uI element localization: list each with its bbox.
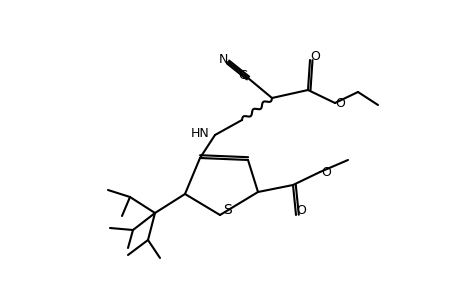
Text: O: O — [309, 50, 319, 62]
Text: C: C — [238, 68, 247, 82]
Text: O: O — [320, 166, 330, 178]
Text: N: N — [218, 52, 227, 65]
Text: O: O — [334, 97, 344, 110]
Text: S: S — [223, 203, 232, 217]
Text: HN: HN — [190, 127, 209, 140]
Text: O: O — [296, 205, 305, 218]
